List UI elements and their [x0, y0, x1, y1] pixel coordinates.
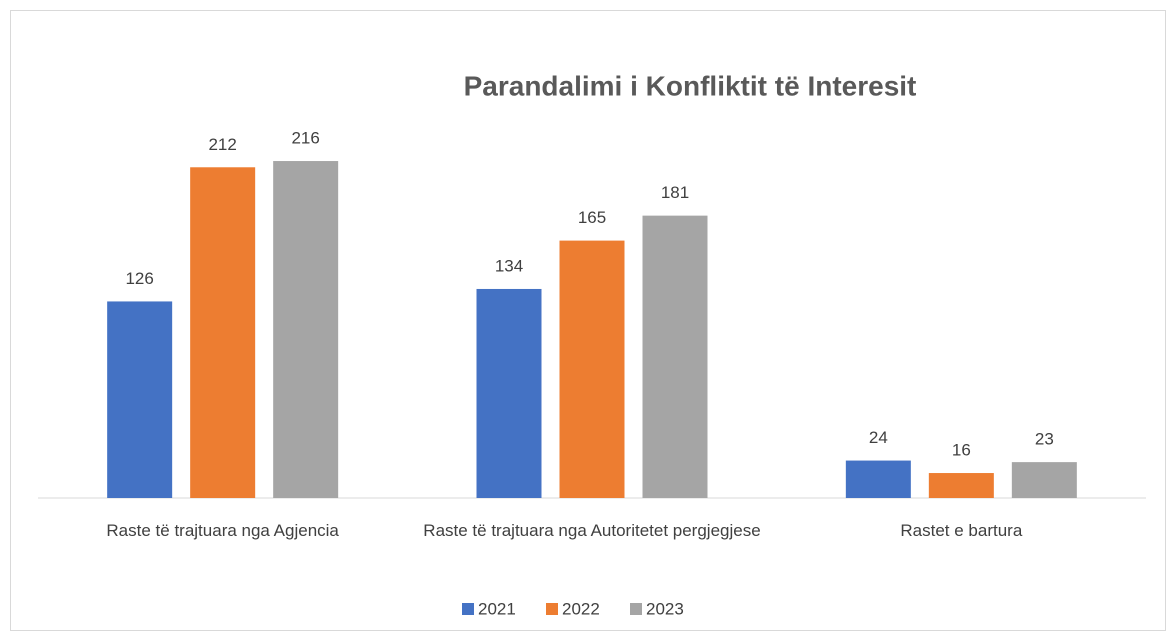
data-label: 134	[495, 256, 523, 275]
bar	[1011, 462, 1077, 498]
bar	[642, 215, 708, 498]
data-label: 24	[869, 428, 888, 447]
legend-label: 2023	[646, 599, 684, 618]
bar	[190, 167, 256, 498]
x-tick-label: Rastet e bartura	[900, 521, 1023, 540]
bar	[845, 460, 911, 498]
data-label: 216	[291, 129, 319, 148]
x-tick-label: Raste të trajtuara nga Agjencia	[106, 521, 339, 540]
bar	[476, 288, 542, 498]
bar	[273, 161, 339, 499]
data-label: 126	[125, 269, 153, 288]
data-label: 212	[208, 135, 236, 154]
bar	[559, 240, 625, 498]
legend-swatch	[462, 603, 474, 615]
legend-label: 2021	[478, 599, 516, 618]
bar	[107, 301, 173, 498]
x-tick-label: Raste të trajtuara nga Autoritetet pergj…	[423, 521, 761, 540]
data-label: 181	[661, 183, 689, 202]
data-label: 16	[952, 441, 971, 460]
bar	[928, 473, 994, 498]
data-label: 165	[578, 208, 606, 227]
legend-swatch	[546, 603, 558, 615]
data-label: 23	[1035, 430, 1054, 449]
legend-label: 2022	[562, 599, 600, 618]
legend-swatch	[630, 603, 642, 615]
chart-title: Parandalimi i Konfliktit të Interesit	[464, 70, 917, 101]
